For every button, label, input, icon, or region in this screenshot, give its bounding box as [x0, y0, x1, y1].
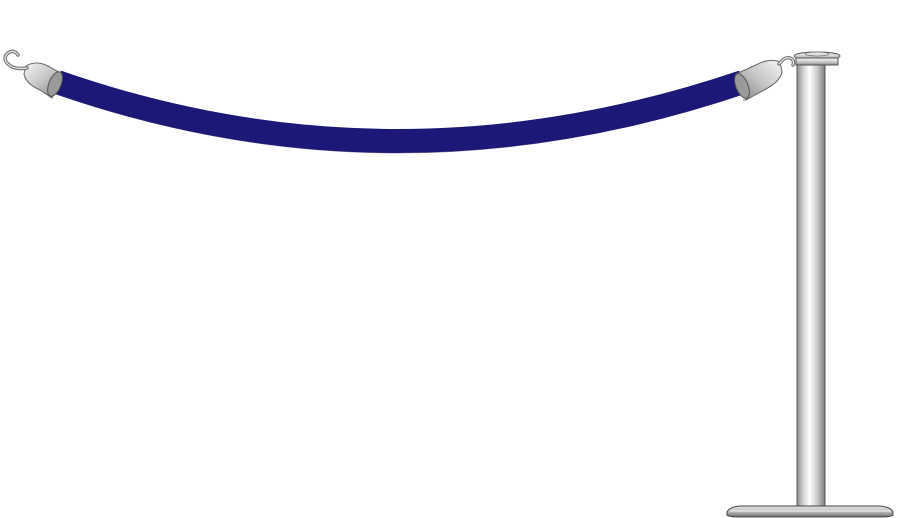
right-rope-end-collar	[734, 73, 750, 99]
left-hook-icon	[3, 49, 29, 71]
right-rope-end	[734, 55, 796, 101]
post-shaft	[796, 64, 826, 513]
left-rope-end-collar	[47, 71, 63, 97]
velvet-rope-edge	[56, 93, 744, 154]
post-top-collar	[795, 57, 839, 66]
left-rope-end	[3, 49, 63, 99]
velvet-rope	[53, 70, 747, 153]
stanchion-post	[726, 51, 894, 518]
